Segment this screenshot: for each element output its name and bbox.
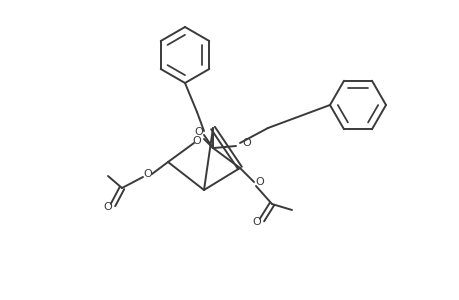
Text: O: O (242, 138, 251, 148)
Text: O: O (143, 169, 152, 179)
Text: O: O (103, 202, 112, 212)
Text: O: O (255, 177, 264, 187)
Text: O: O (192, 136, 201, 146)
Text: O: O (194, 127, 203, 137)
Text: O: O (252, 217, 261, 227)
